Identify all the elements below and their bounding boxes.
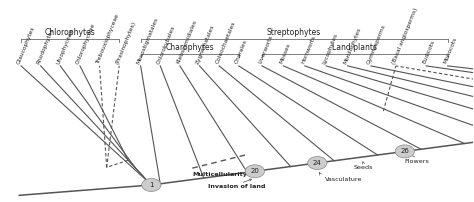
Text: Chlorophyceae: Chlorophyceae xyxy=(75,22,96,65)
Text: Flowers: Flowers xyxy=(405,159,430,164)
Text: Vasculature: Vasculature xyxy=(325,177,362,182)
Text: Chlorophytes: Chlorophytes xyxy=(45,28,95,37)
Text: Coleochaetales: Coleochaetales xyxy=(215,21,236,65)
Text: Hornworts: Hornworts xyxy=(300,35,316,65)
Text: Glaucophytes: Glaucophytes xyxy=(17,25,36,65)
Text: (Prasinophytes): (Prasinophytes) xyxy=(115,20,137,65)
Text: 24: 24 xyxy=(313,160,322,166)
Text: Chlorokybales: Chlorokybales xyxy=(155,24,176,65)
Text: Lycophytes: Lycophytes xyxy=(322,32,338,65)
Text: Charales: Charales xyxy=(234,39,248,65)
Text: Monilophytes: Monilophytes xyxy=(343,26,362,65)
Text: 20: 20 xyxy=(250,168,259,174)
Text: Zygnematales: Zygnematales xyxy=(195,23,215,65)
Text: Mesostigmatales: Mesostigmatales xyxy=(136,16,159,65)
Text: 1: 1 xyxy=(149,182,154,188)
Circle shape xyxy=(308,157,327,169)
Text: Ulvophyceae: Ulvophyceae xyxy=(55,27,74,65)
Text: Monocots: Monocots xyxy=(443,37,458,65)
Text: (Basal angiosperms): (Basal angiosperms) xyxy=(391,7,419,65)
Text: Eudicots: Eudicots xyxy=(421,40,436,65)
Text: Klebsormidiales: Klebsormidiales xyxy=(175,19,198,65)
Text: Land plants: Land plants xyxy=(332,43,377,52)
Text: Charophytes: Charophytes xyxy=(165,43,214,52)
Text: Seeds: Seeds xyxy=(354,165,374,170)
Text: Streptophytes: Streptophytes xyxy=(267,28,321,37)
Circle shape xyxy=(245,165,264,178)
Circle shape xyxy=(395,145,414,158)
Text: Gymnosperms: Gymnosperms xyxy=(366,23,387,65)
Text: Mosses: Mosses xyxy=(279,43,292,65)
Text: 26: 26 xyxy=(401,148,409,154)
Text: Multicellularity: Multicellularity xyxy=(192,172,247,177)
Text: Rhodophytes: Rhodophytes xyxy=(36,27,55,65)
Text: Invasion of land: Invasion of land xyxy=(208,184,266,189)
Circle shape xyxy=(142,179,161,191)
Text: Liverworts: Liverworts xyxy=(257,34,273,65)
Text: Trebouxiophyceae: Trebouxiophyceae xyxy=(95,13,120,65)
